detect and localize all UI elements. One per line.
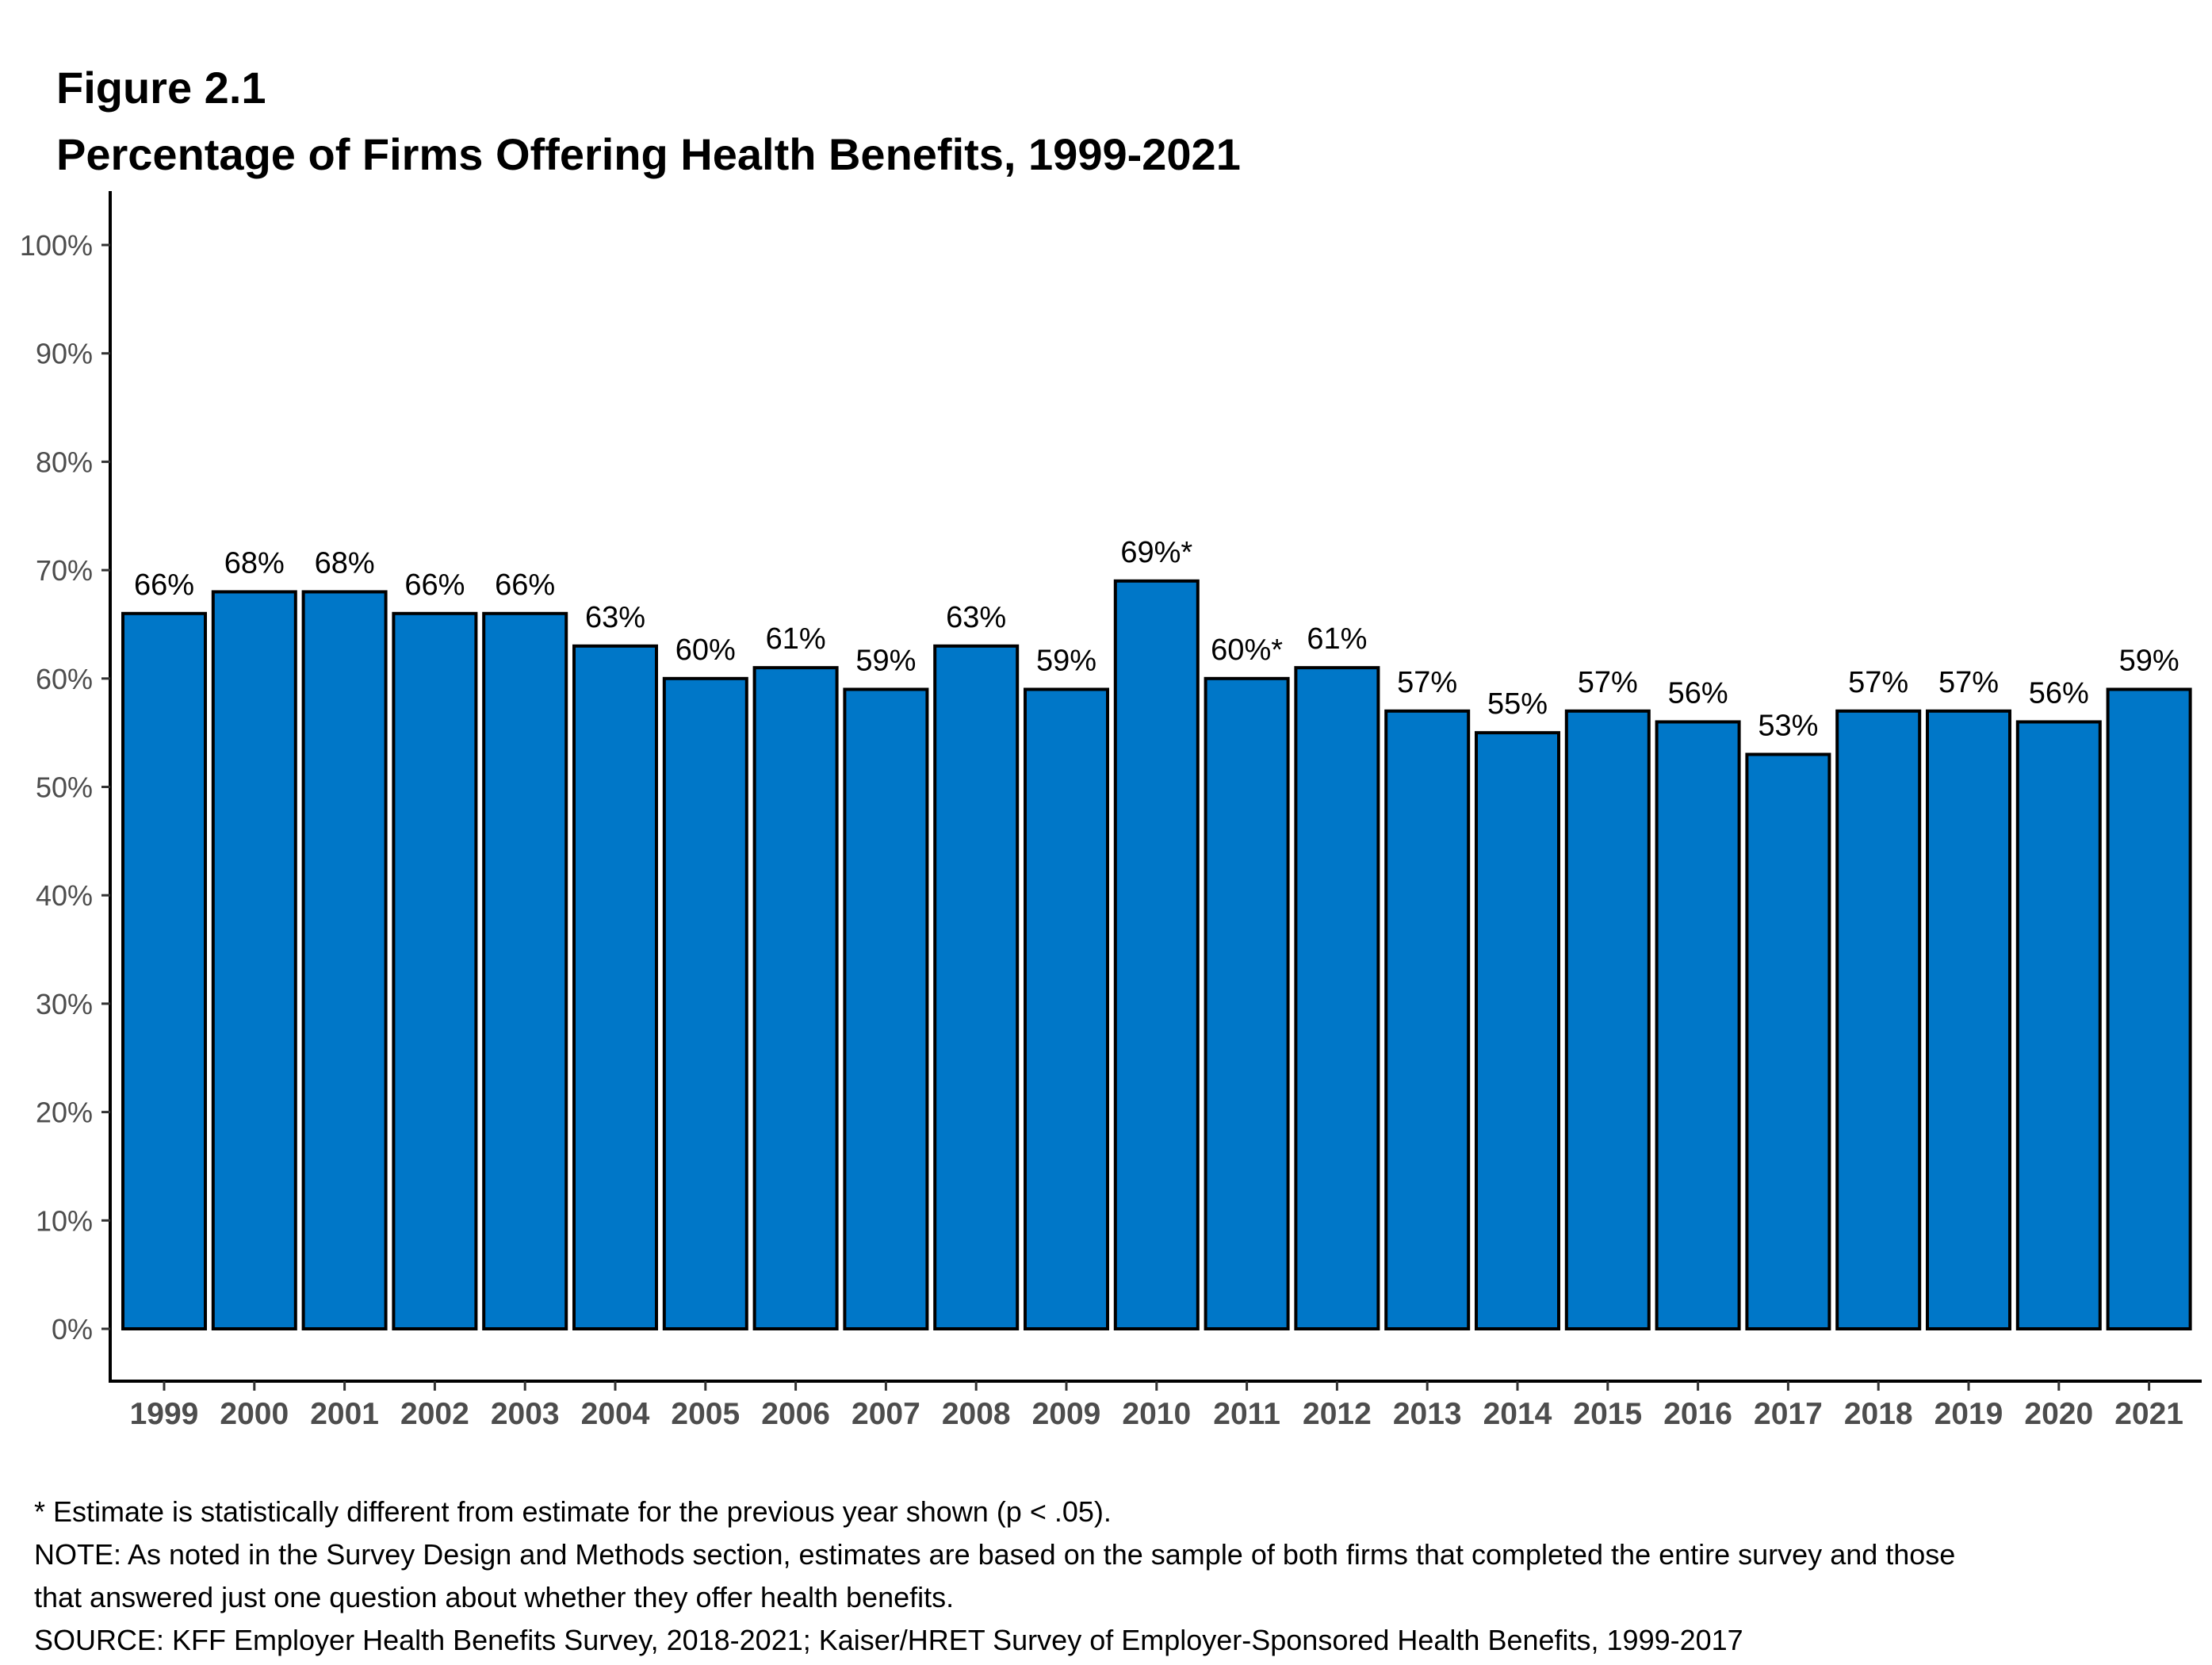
y-tick-label: 50% [36, 771, 93, 804]
bar-2021 [2106, 687, 2192, 1330]
footnote-note-line2: that answered just one question about wh… [34, 1581, 955, 1613]
data-label-2016: 56% [1668, 676, 1728, 710]
y-tick-label: 60% [36, 663, 93, 695]
x-tick-label: 2011 [1213, 1397, 1280, 1431]
data-label-2013: 57% [1397, 666, 1457, 699]
data-label-2008: 63% [946, 601, 1006, 634]
bar-2004 [572, 644, 658, 1330]
x-tick-label: 2008 [942, 1397, 1011, 1431]
data-label-2010: 69%* [1120, 536, 1192, 569]
data-label-2003: 66% [495, 568, 555, 602]
data-label-2011: 60%* [1211, 633, 1283, 667]
data-label-1999: 66% [134, 568, 194, 602]
data-label-2012: 61% [1307, 622, 1367, 656]
x-tick-label: 2017 [1754, 1397, 1823, 1431]
y-tick-label: 20% [36, 1097, 93, 1129]
chart-title: Percentage of Firms Offering Health Bene… [56, 129, 1241, 179]
bar-2015 [1564, 709, 1651, 1330]
data-label-2000: 68% [224, 546, 285, 580]
bar-2011 [1204, 676, 1290, 1330]
x-tick-label: 2006 [761, 1397, 830, 1431]
bar-2017 [1745, 752, 1831, 1330]
y-tick-label: 10% [36, 1204, 93, 1237]
data-label-2019: 57% [1938, 666, 1999, 699]
data-label-2018: 57% [1848, 666, 1908, 699]
x-tick-label: 2004 [581, 1397, 650, 1431]
x-tick-label: 2020 [2024, 1397, 2093, 1431]
footnote-note-line1: NOTE: As noted in the Survey Design and … [34, 1538, 1956, 1571]
y-tick-label: 0% [52, 1313, 93, 1345]
footnote-significance: * Estimate is statistically different fr… [34, 1495, 1112, 1528]
x-tick-label: 2007 [852, 1397, 920, 1431]
data-label-2006: 61% [766, 622, 826, 656]
data-label-2002: 66% [404, 568, 465, 602]
data-label-2009: 59% [1036, 644, 1096, 677]
data-label-2021: 59% [2119, 644, 2179, 677]
bar-2003 [482, 611, 568, 1330]
x-tick-label: 2001 [310, 1397, 379, 1431]
x-tick-label: 2021 [2114, 1397, 2183, 1431]
bar-2007 [843, 687, 929, 1330]
x-tick-label: 2018 [1844, 1397, 1913, 1431]
y-tick-label: 70% [36, 554, 93, 587]
footnote-source: SOURCE: KFF Employer Health Benefits Sur… [34, 1624, 1743, 1656]
bar-2020 [2015, 720, 2102, 1330]
footnotes: * Estimate is statistically different fr… [34, 1491, 1955, 1662]
data-label-2001: 68% [315, 546, 375, 580]
bar-2000 [211, 590, 297, 1330]
x-tick-label: 2002 [400, 1397, 469, 1431]
data-label-2020: 56% [2029, 676, 2089, 710]
data-label-2005: 60% [675, 633, 736, 667]
bar-2014 [1475, 731, 1560, 1330]
data-label-2017: 53% [1758, 709, 1818, 742]
bar-2001 [301, 590, 388, 1330]
x-tick-label: 2012 [1303, 1397, 1372, 1431]
bar-2013 [1384, 709, 1471, 1330]
bar-1999 [121, 611, 207, 1330]
x-tick-label: 1999 [130, 1397, 199, 1431]
x-tick-label: 2015 [1573, 1397, 1642, 1431]
bar-2002 [392, 611, 478, 1330]
x-tick-label: 2003 [491, 1397, 560, 1431]
x-tick-label: 2005 [671, 1397, 740, 1431]
x-tick-label: 2019 [1935, 1397, 2003, 1431]
bar-2018 [1835, 709, 1922, 1330]
bar-2012 [1294, 666, 1380, 1330]
x-tick-label: 2010 [1122, 1397, 1191, 1431]
bar-2010 [1113, 579, 1200, 1330]
bar-2009 [1024, 687, 1109, 1330]
data-label-2004: 63% [585, 601, 645, 634]
x-tick-label: 2009 [1032, 1397, 1101, 1431]
data-label-2007: 59% [855, 644, 916, 677]
data-label-2015: 57% [1578, 666, 1638, 699]
y-tick-label: 80% [36, 446, 93, 478]
bar-2006 [752, 666, 839, 1330]
x-tick-label: 2013 [1393, 1397, 1462, 1431]
x-tick-label: 2014 [1483, 1397, 1552, 1431]
x-tick-label: 2016 [1663, 1397, 1732, 1431]
figure-label: Figure 2.1 [56, 63, 266, 113]
y-tick-label: 100% [20, 229, 93, 262]
x-tick-label: 2000 [220, 1397, 289, 1431]
y-tick-label: 90% [36, 338, 93, 370]
bar-2008 [933, 644, 1020, 1330]
y-tick-label: 30% [36, 988, 93, 1020]
data-label-2014: 55% [1487, 687, 1548, 721]
bar-2005 [662, 676, 748, 1330]
bar-2019 [1926, 709, 2011, 1330]
y-tick-label: 40% [36, 879, 93, 912]
bar-2016 [1655, 720, 1741, 1330]
